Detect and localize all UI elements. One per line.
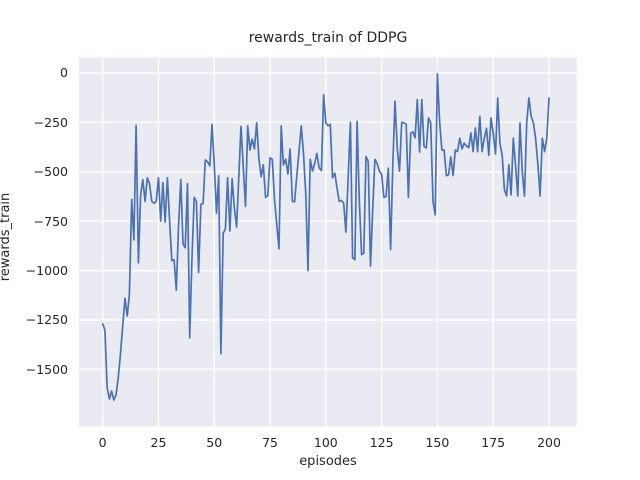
y-tick-label: −500 [33, 164, 68, 180]
y-tick-label: −250 [33, 114, 68, 130]
x-tick-label: 100 [313, 435, 338, 450]
x-tick-label: 50 [206, 435, 223, 450]
x-tick-label: 150 [425, 435, 450, 450]
axes-background [79, 57, 577, 427]
x-tick-label: 0 [98, 435, 107, 450]
x-tick-label: 175 [481, 435, 506, 450]
y-tick-label: −1500 [25, 361, 68, 377]
y-tick-label: −1250 [25, 312, 68, 328]
y-tick-label: −750 [33, 213, 68, 229]
y-axis-label: rewards_train [0, 192, 13, 282]
y-tick-label: 0 [60, 65, 68, 81]
y-tick-label: −1000 [25, 263, 68, 279]
x-tick-label: 25 [150, 435, 167, 450]
chart-title: rewards_train of DDPG [248, 30, 408, 46]
rewards-train-line [101, 73, 550, 401]
x-tick-label: 125 [369, 435, 394, 450]
x-axis-label: episodes [299, 454, 357, 469]
x-tick-label: 75 [262, 435, 278, 450]
x-tick-label: 200 [537, 435, 561, 450]
